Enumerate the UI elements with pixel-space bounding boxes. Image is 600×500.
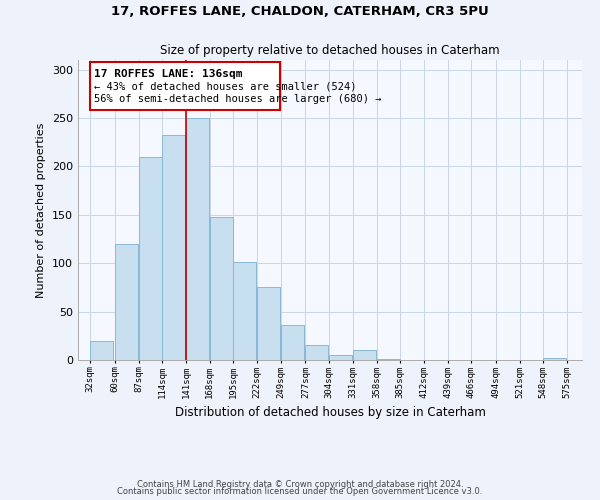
X-axis label: Distribution of detached houses by size in Caterham: Distribution of detached houses by size … [175, 406, 485, 419]
FancyBboxPatch shape [90, 62, 280, 110]
Bar [233, 262, 256, 360]
Text: Contains HM Land Registry data © Crown copyright and database right 2024.: Contains HM Land Registry data © Crown c… [137, 480, 463, 489]
Text: 56% of semi-detached houses are larger (680) →: 56% of semi-detached houses are larger (… [94, 94, 382, 104]
Bar [162, 136, 185, 360]
Title: Size of property relative to detached houses in Caterham: Size of property relative to detached ho… [160, 44, 500, 58]
Y-axis label: Number of detached properties: Number of detached properties [37, 122, 46, 298]
Bar [186, 118, 209, 360]
Text: ← 43% of detached houses are smaller (524): ← 43% of detached houses are smaller (52… [94, 82, 356, 92]
Text: 17 ROFFES LANE: 136sqm: 17 ROFFES LANE: 136sqm [94, 68, 242, 78]
Bar [353, 350, 376, 360]
Bar [90, 340, 113, 360]
Bar [210, 217, 233, 360]
Bar [115, 244, 138, 360]
Bar [257, 288, 280, 360]
Bar [329, 355, 352, 360]
Bar [281, 325, 304, 360]
Text: 17, ROFFES LANE, CHALDON, CATERHAM, CR3 5PU: 17, ROFFES LANE, CHALDON, CATERHAM, CR3 … [111, 5, 489, 18]
Bar [544, 358, 566, 360]
Bar [305, 344, 328, 360]
Text: Contains public sector information licensed under the Open Government Licence v3: Contains public sector information licen… [118, 487, 482, 496]
Bar [139, 157, 161, 360]
Bar [377, 359, 400, 360]
